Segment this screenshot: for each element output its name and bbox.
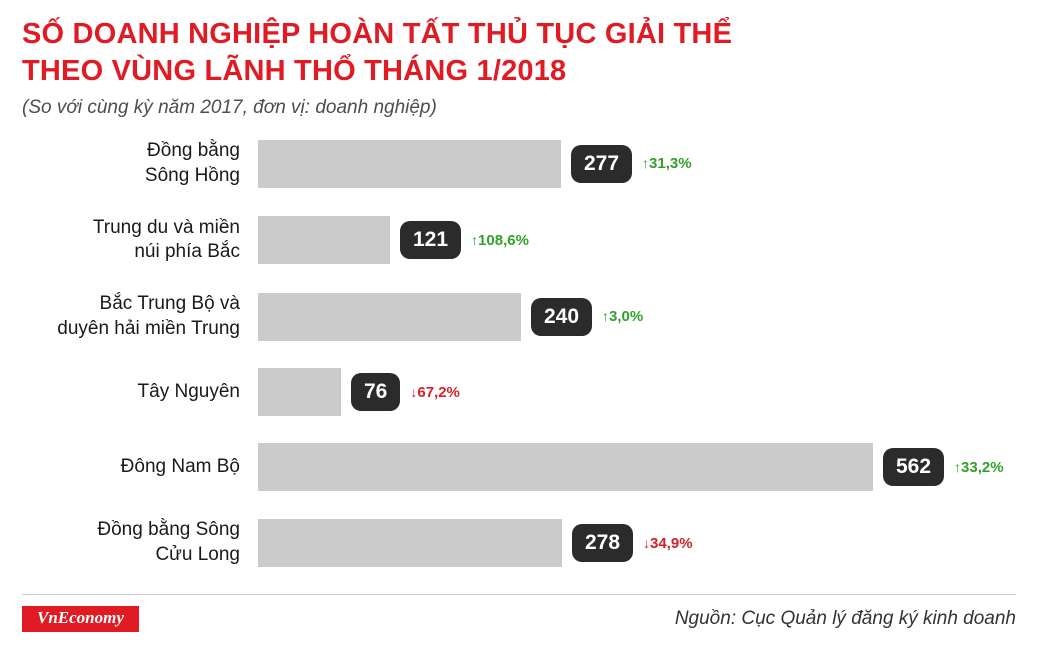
value-badge: 240 xyxy=(531,297,593,336)
page-title: SỐ DOANH NGHIỆP HOÀN TẤT THỦ TỤC GIẢI TH… xyxy=(22,16,1016,90)
change-label: ↑31,3% xyxy=(642,155,692,172)
header: SỐ DOANH NGHIỆP HOÀN TẤT THỦ TỤC GIẢI TH… xyxy=(22,16,1016,119)
bar xyxy=(258,216,390,265)
chart-subtitle: (So với cùng kỳ năm 2017, đơn vị: doanh … xyxy=(22,97,437,119)
up-arrow-icon: ↑ xyxy=(954,458,962,475)
category-label: Đồng bằng Sông Cửu Long xyxy=(97,519,240,566)
bar xyxy=(258,139,561,188)
footer: VnEconomy Nguồn: Cục Quản lý đăng ký kin… xyxy=(22,594,1016,632)
change-value: 33,2% xyxy=(961,458,1004,476)
bar xyxy=(258,368,341,417)
up-arrow-icon: ↑ xyxy=(471,231,479,248)
down-arrow-icon: ↓ xyxy=(643,534,651,551)
chart-row: Đồng bằng Sông Cửu Long 278 ↓34,9% xyxy=(22,518,1016,568)
page-title-line1: SỐ DOANH NGHIỆP HOÀN TẤT THỦ TỤC GIẢI TH… xyxy=(22,18,733,50)
bar xyxy=(258,443,873,492)
category-label: Đông Nam Bộ xyxy=(120,456,240,477)
change-label: ↑108,6% xyxy=(471,232,529,249)
down-arrow-icon: ↓ xyxy=(410,383,418,400)
bar-area: 562 ↑33,2% xyxy=(258,443,1016,492)
bar-chart: Đồng bằng Sông Hồng 277 ↑31,3% Trung du và … xyxy=(22,139,1016,586)
value-badge: 277 xyxy=(571,144,633,183)
bar-area: 277 ↑31,3% xyxy=(258,139,1016,188)
bar-area: 278 ↓34,9% xyxy=(258,519,1016,568)
page-title-line2: THEO VÙNG LÃNH THỔ THÁNG 1/2018 xyxy=(22,55,567,88)
value-badge: 76 xyxy=(351,373,401,412)
change-value: 3,0% xyxy=(609,308,644,326)
change-value: 34,9% xyxy=(650,534,693,552)
bar-area: 240 ↑3,0% xyxy=(258,292,1016,341)
change-value: 31,3% xyxy=(649,155,692,173)
chart-row: Đồng bằng Sông Hồng 277 ↑31,3% xyxy=(22,139,1016,188)
source-text: Nguồn: Cục Quản lý đăng ký kinh doanh xyxy=(674,608,1016,629)
chart-row: Bắc Trung Bộ và duyên hải miền Trung 240 ↑… xyxy=(22,292,1016,341)
change-label: ↓67,2% xyxy=(410,384,460,401)
change-value: 108,6% xyxy=(478,231,529,249)
change-label: ↑3,0% xyxy=(602,308,643,325)
chart-row: Tây Nguyên 76 ↓67,2% xyxy=(22,368,1016,417)
chart-row: Đông Nam Bộ 562 ↑33,2% xyxy=(22,443,1016,492)
bar-area: 121 ↑108,6% xyxy=(258,216,1016,265)
change-value: 67,2% xyxy=(417,383,460,401)
change-label: ↑33,2% xyxy=(954,459,1004,476)
category-label: Đồng bằng Sông Hồng xyxy=(144,140,240,186)
up-arrow-icon: ↑ xyxy=(602,308,610,325)
bar xyxy=(258,519,562,568)
category-label: Tây Nguyên xyxy=(137,381,240,402)
value-badge: 121 xyxy=(400,221,462,260)
value-badge: 562 xyxy=(883,448,945,487)
category-label: Bắc Trung Bộ và duyên hải miền Trung xyxy=(57,292,240,339)
bar xyxy=(258,292,521,341)
bar-area: 76 ↓67,2% xyxy=(258,368,1016,417)
chart-row: Trung du và miền núi phía Bắc 121 ↑108,6% xyxy=(22,216,1016,265)
category-label: Trung du và miền núi phía Bắc xyxy=(92,216,240,263)
change-label: ↓34,9% xyxy=(643,535,693,552)
vneconomy-logo: VnEconomy xyxy=(22,606,139,632)
value-badge: 278 xyxy=(572,524,634,563)
up-arrow-icon: ↑ xyxy=(642,155,650,172)
